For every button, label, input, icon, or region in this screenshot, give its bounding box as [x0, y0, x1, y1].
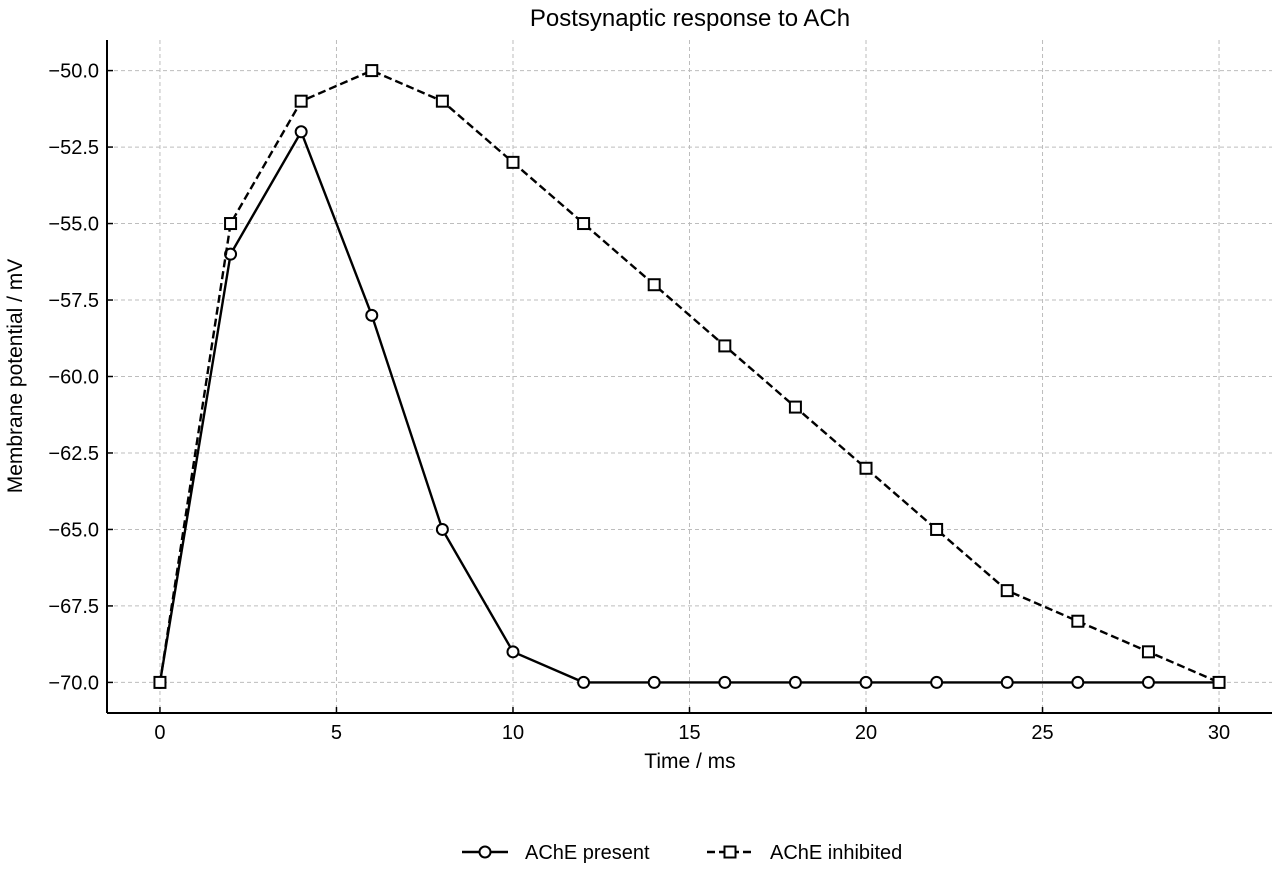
series-ache-inhibited: [153, 64, 1226, 689]
data-point: [1071, 614, 1085, 628]
x-tick-label: 5: [331, 722, 342, 744]
data-point: [1212, 675, 1226, 689]
data-point: [859, 675, 873, 689]
data-point: [718, 675, 732, 689]
data-point: [224, 217, 238, 231]
series: [153, 64, 1226, 689]
legend-label-ache-inhibited: AChE inhibited: [770, 842, 902, 864]
data-point: [294, 94, 308, 108]
series-line-ache-inhibited: [158, 69, 1220, 684]
series-line-ache-present: [158, 129, 1219, 684]
y-axis-label: Membrane potential / mV: [4, 259, 27, 494]
data-point: [435, 94, 449, 108]
y-tick-label: −70.0: [48, 672, 99, 694]
legend-item-ache-inhibited: AChE inhibited: [707, 842, 902, 864]
data-point: [718, 339, 732, 353]
y-tick-label: −52.5: [48, 137, 99, 159]
y-tick-label: −60.0: [48, 367, 99, 389]
legend-item-ache-present: AChE present: [462, 842, 650, 864]
y-tick-label: −55.0: [48, 214, 99, 236]
data-point: [577, 675, 591, 689]
data-point: [1141, 645, 1155, 659]
data-point: [506, 155, 520, 169]
x-tick-label: 25: [1031, 722, 1053, 744]
data-point: [647, 675, 661, 689]
ticks: 0 5 10 15 20 25 30 −50.0 −52.5 −55.0 −57.5 −60.0 −62…: [48, 61, 1230, 744]
legend-label-ache-present: AChE present: [525, 842, 650, 864]
grid: [107, 40, 1272, 713]
y-tick-label: −62.5: [48, 443, 99, 465]
data-point: [1000, 584, 1014, 598]
y-tick-label: −57.5: [48, 290, 99, 312]
data-point: [365, 64, 379, 78]
x-tick-label: 15: [678, 722, 700, 744]
chart-title: Postsynaptic response to ACh: [530, 5, 850, 32]
data-point: [365, 308, 379, 322]
y-tick-label: −65.0: [48, 519, 99, 541]
data-point: [435, 522, 449, 536]
data-point: [788, 400, 802, 414]
x-tick-label: 30: [1208, 722, 1230, 744]
data-point: [1000, 675, 1014, 689]
data-point: [1071, 675, 1085, 689]
data-point: [153, 675, 167, 689]
legend-marker-square: [723, 845, 737, 859]
y-tick-label: −50.0: [48, 61, 99, 83]
x-tick-label: 20: [855, 722, 877, 744]
legend-marker-circle: [478, 845, 492, 859]
legend: AChE present AChE inhibited: [462, 842, 902, 864]
data-point: [294, 125, 308, 139]
data-point: [859, 461, 873, 475]
x-tick-label: 10: [502, 722, 524, 744]
data-point: [930, 522, 944, 536]
data-point: [577, 217, 591, 231]
x-axis-label: Time / ms: [644, 750, 735, 773]
data-point: [647, 278, 661, 292]
x-tick-label: 0: [154, 722, 165, 744]
data-point: [506, 645, 520, 659]
data-point: [930, 675, 944, 689]
data-point: [788, 675, 802, 689]
data-point: [1141, 675, 1155, 689]
y-tick-label: −67.5: [48, 596, 99, 618]
